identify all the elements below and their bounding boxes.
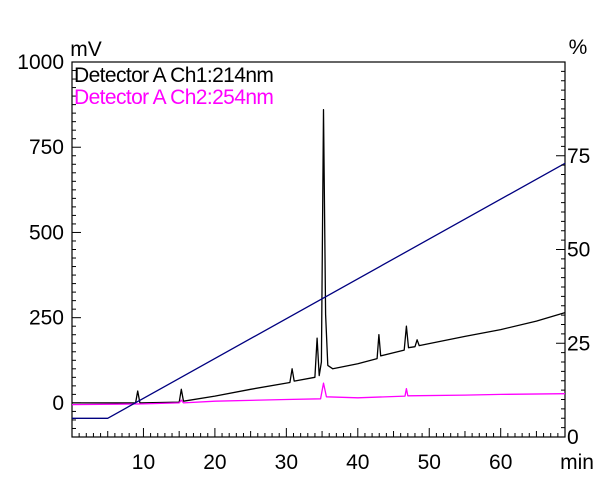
series-line-3 <box>72 162 566 419</box>
series-line-1 <box>72 109 566 404</box>
y-left-tick-label: 250 <box>29 307 64 330</box>
x-tick-label: 50 <box>418 451 441 474</box>
y-left-tick-label: 1000 <box>17 51 64 74</box>
x-tick-label: 20 <box>203 451 226 474</box>
y-right-tick-label: 75 <box>567 145 590 168</box>
y-right-tick-label: 0 <box>567 426 579 449</box>
y-left-tick-label: 750 <box>29 136 64 159</box>
x-tick-label: 60 <box>489 451 512 474</box>
series-line-2 <box>71 382 566 406</box>
y-right-tick-label: 25 <box>567 332 590 355</box>
x-axis-label: min <box>560 451 594 474</box>
y-left-tick-label: 500 <box>29 221 64 244</box>
label-layer: 10 20 30 40 50 60 0 250 500 750 1000 0 25 50 75 min mV % D… <box>17 36 594 474</box>
plot-frame <box>71 61 566 438</box>
tick-layer <box>71 61 566 438</box>
y-left-axis-label: mV <box>70 38 102 61</box>
y-right-tick-label: 50 <box>567 239 590 262</box>
legend-entry-1: Detector A Ch1:214nm <box>74 64 273 87</box>
plot-border <box>71 61 566 438</box>
legend-entry-2: Detector A Ch2:254nm <box>74 86 273 109</box>
x-tick-label: 30 <box>275 451 298 474</box>
y-left-tick-label: 0 <box>52 392 64 415</box>
x-tick-label: 40 <box>346 451 369 474</box>
y-right-axis-label: % <box>569 36 588 59</box>
x-tick-label: 10 <box>132 451 155 474</box>
series-layer <box>71 109 566 419</box>
